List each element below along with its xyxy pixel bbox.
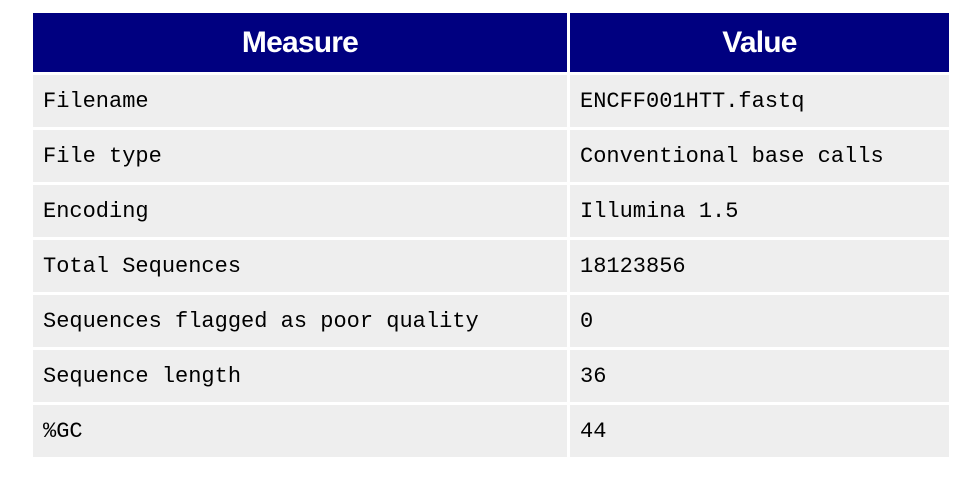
header-row: Measure Value — [33, 13, 949, 72]
measure-cell: Filename — [33, 75, 567, 127]
column-header-measure: Measure — [33, 13, 567, 72]
table-row: %GC 44 — [33, 405, 949, 457]
value-cell: 36 — [570, 350, 949, 402]
table-row: Sequence length 36 — [33, 350, 949, 402]
value-cell: 18123856 — [570, 240, 949, 292]
measure-cell: Total Sequences — [33, 240, 567, 292]
measure-cell: %GC — [33, 405, 567, 457]
table-row: Sequences flagged as poor quality 0 — [33, 295, 949, 347]
table-row: Encoding Illumina 1.5 — [33, 185, 949, 237]
table-row: File type Conventional base calls — [33, 130, 949, 182]
value-cell: Conventional base calls — [570, 130, 949, 182]
value-cell: 44 — [570, 405, 949, 457]
table-row: Filename ENCFF001HTT.fastq — [33, 75, 949, 127]
measure-cell: Encoding — [33, 185, 567, 237]
measure-cell: Sequence length — [33, 350, 567, 402]
table-row: Total Sequences 18123856 — [33, 240, 949, 292]
table-body: Filename ENCFF001HTT.fastq File type Con… — [33, 75, 949, 457]
value-cell: Illumina 1.5 — [570, 185, 949, 237]
measure-cell: Sequences flagged as poor quality — [33, 295, 567, 347]
value-cell: ENCFF001HTT.fastq — [570, 75, 949, 127]
measure-cell: File type — [33, 130, 567, 182]
basic-statistics-table: Measure Value Filename ENCFF001HTT.fastq… — [30, 10, 952, 460]
value-cell: 0 — [570, 295, 949, 347]
table-header: Measure Value — [33, 13, 949, 72]
column-header-value: Value — [570, 13, 949, 72]
